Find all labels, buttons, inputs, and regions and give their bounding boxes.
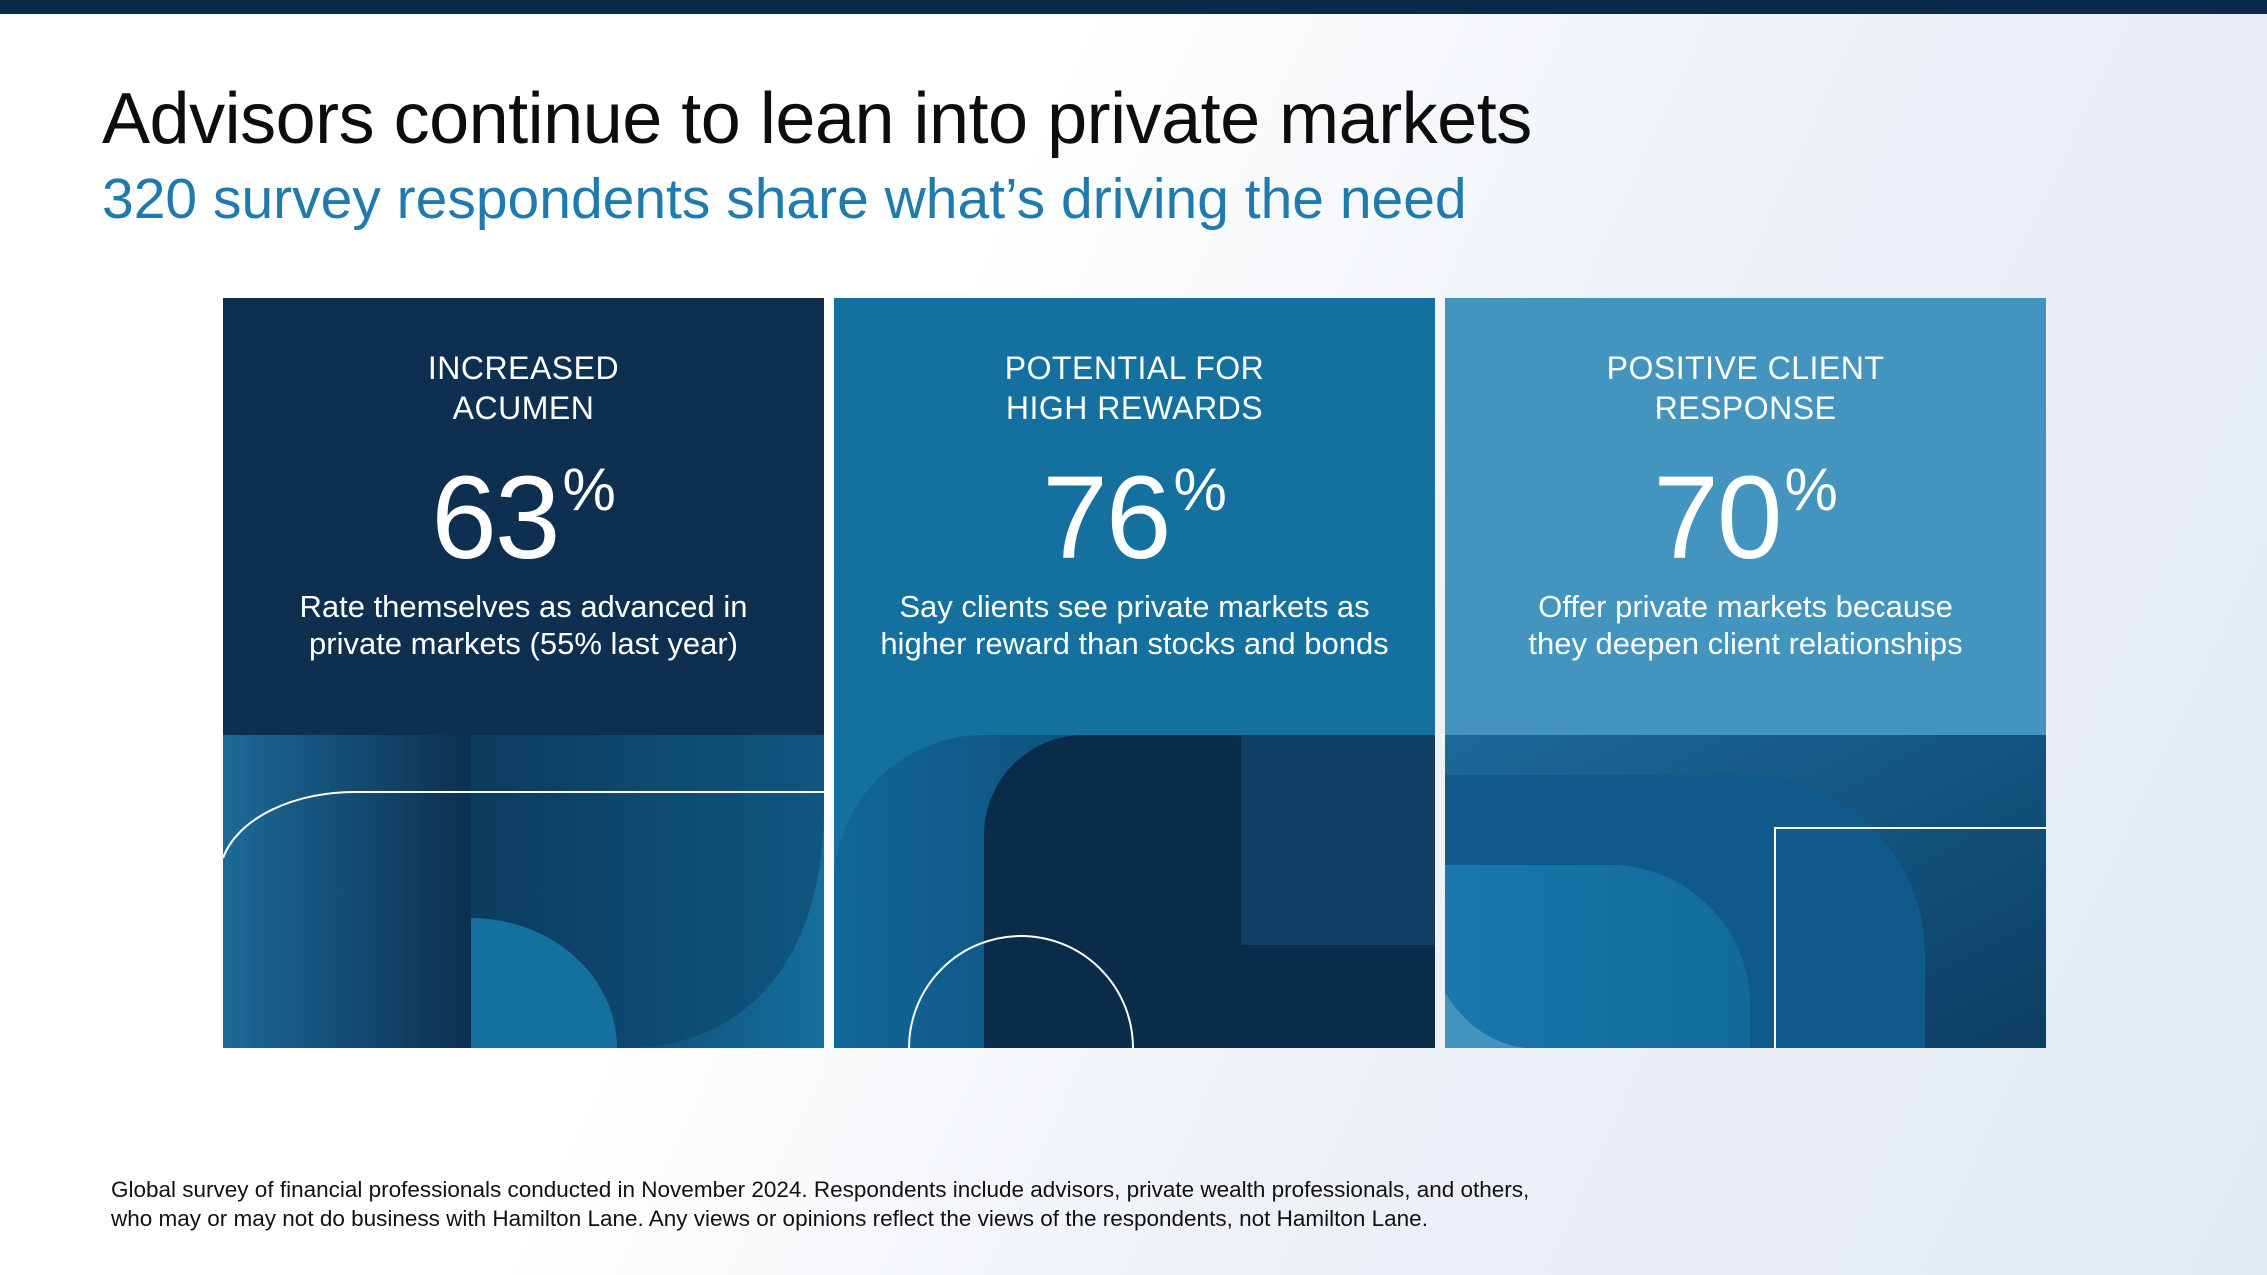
card-label-line1: INCREASED: [427, 350, 620, 386]
card-description: Offer private markets because they deepe…: [1445, 588, 2046, 662]
stat-value: 63: [431, 452, 560, 584]
card-stat: 76%: [834, 458, 1435, 578]
card-label-line1: POTENTIAL FOR: [1004, 350, 1265, 386]
card-stat: 70%: [1445, 458, 2046, 578]
stat-unit: %: [562, 456, 616, 523]
stat-card-positive-client-response: POSITIVE CLIENT RESPONSE 70% Offer priva…: [1445, 298, 2046, 1048]
decorative-graphic: [834, 735, 1435, 1048]
card-label: INCREASED ACUMEN: [223, 348, 824, 428]
top-accent-bar: [0, 0, 2267, 14]
card-stat: 63%: [223, 458, 824, 578]
card-desc-line2: they deepen client relationships: [1528, 626, 1963, 661]
stat-card-potential-high-rewards: POTENTIAL FOR HIGH REWARDS 76% Say clien…: [834, 298, 1435, 1048]
footnote: Global survey of financial professionals…: [111, 1175, 1761, 1233]
stat-card-increased-acumen: INCREASED ACUMEN 63% Rate themselves as …: [223, 298, 824, 1048]
page-title: Advisors continue to lean into private m…: [102, 79, 1532, 159]
footnote-line2: who may or may not do business with Hami…: [111, 1206, 1428, 1231]
footnote-line1: Global survey of financial professionals…: [111, 1177, 1530, 1202]
card-desc-line1: Offer private markets because: [1538, 589, 1953, 624]
card-desc-line2: higher reward than stocks and bonds: [880, 626, 1389, 661]
decorative-graphic: [1445, 735, 2046, 1048]
stat-value: 76: [1042, 452, 1171, 584]
decorative-graphic: [223, 735, 824, 1048]
card-description: Say clients see private markets as highe…: [834, 588, 1435, 662]
page-subtitle: 320 survey respondents share what’s driv…: [102, 167, 1467, 231]
card-label: POSITIVE CLIENT RESPONSE: [1445, 348, 2046, 428]
stat-unit: %: [1173, 456, 1227, 523]
card-description: Rate themselves as advanced in private m…: [223, 588, 824, 662]
stat-unit: %: [1784, 456, 1838, 523]
card-desc-line1: Say clients see private markets as: [899, 589, 1370, 624]
card-label-line2: ACUMEN: [452, 390, 595, 426]
stat-value: 70: [1653, 452, 1782, 584]
card-label-line2: RESPONSE: [1654, 390, 1837, 426]
card-label-line1: POSITIVE CLIENT: [1606, 350, 1885, 386]
card-label-line2: HIGH REWARDS: [1005, 390, 1264, 426]
card-label: POTENTIAL FOR HIGH REWARDS: [834, 348, 1435, 428]
card-desc-line1: Rate themselves as advanced in: [299, 589, 748, 624]
card-desc-line2: private markets (55% last year): [309, 626, 738, 661]
